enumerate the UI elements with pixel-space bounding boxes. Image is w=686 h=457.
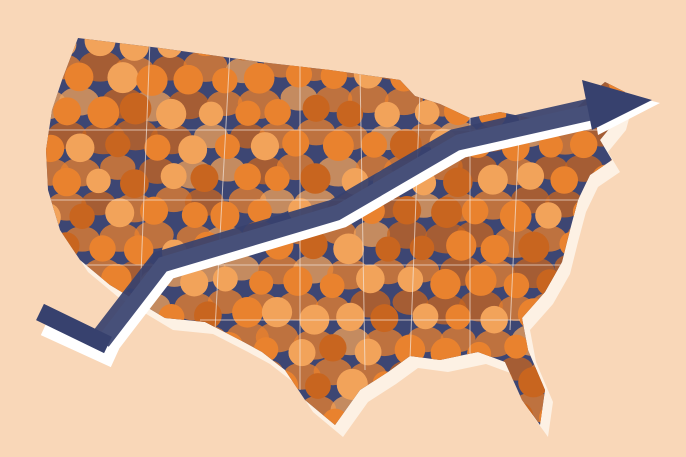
person-face: [250, 132, 280, 161]
person-face: [120, 169, 149, 198]
person-face: [370, 304, 399, 333]
state-border: [139, 39, 151, 301]
person-face: [445, 304, 471, 330]
person-face: [354, 338, 382, 366]
person-face: [283, 266, 313, 296]
person-face: [136, 64, 168, 96]
person-face: [322, 130, 354, 162]
person-face: [261, 296, 293, 328]
person-face: [46, 134, 65, 163]
person-face: [105, 198, 135, 228]
person-face: [107, 62, 139, 94]
person-face: [504, 334, 529, 359]
person-face: [503, 272, 530, 299]
person-face: [264, 166, 290, 192]
person-face: [247, 199, 272, 224]
person-face: [375, 236, 401, 262]
person-face: [123, 235, 154, 265]
person-face: [300, 163, 331, 194]
person-face: [87, 96, 120, 129]
person-face: [443, 167, 473, 198]
person-face: [333, 233, 364, 265]
person-face: [374, 101, 400, 128]
person-face: [190, 164, 219, 193]
state-border: [214, 49, 231, 331]
person-face: [518, 231, 550, 263]
state-border: [409, 89, 421, 361]
person-face: [178, 135, 208, 165]
person-face: [65, 133, 95, 163]
person-face: [144, 134, 171, 161]
person-face: [264, 98, 291, 126]
person-face: [550, 166, 579, 194]
person-face: [285, 61, 313, 88]
person-face: [397, 266, 424, 293]
person-face: [480, 234, 510, 264]
person-face: [156, 98, 187, 130]
person-face: [336, 100, 364, 128]
person-face: [210, 201, 240, 231]
person-face: [105, 131, 131, 158]
person-face: [243, 62, 275, 94]
person-face: [535, 202, 562, 229]
person-face: [477, 164, 508, 195]
person-face: [516, 162, 545, 190]
person-face: [336, 302, 365, 332]
person-face: [361, 131, 388, 158]
person-face: [319, 273, 345, 299]
person-face: [198, 101, 224, 126]
person-face: [569, 130, 598, 159]
person-face: [214, 134, 240, 160]
arrowhead: [582, 80, 652, 130]
person-face: [412, 303, 439, 330]
person-face: [232, 296, 263, 328]
person-face: [282, 129, 310, 157]
person-face: [119, 92, 152, 125]
trend-arrow-icon: [36, 80, 660, 368]
arrow-base-bar: [36, 303, 112, 354]
person-face: [319, 334, 347, 362]
person-face: [356, 264, 385, 294]
person-face: [160, 163, 187, 190]
person-face: [322, 408, 349, 425]
person-face: [461, 197, 489, 225]
person-face: [465, 264, 497, 296]
person-face: [288, 339, 316, 367]
person-face: [180, 268, 209, 297]
person-face: [53, 97, 82, 126]
person-face: [86, 168, 111, 194]
person-face: [69, 203, 95, 230]
person-face: [212, 266, 238, 292]
person-face: [181, 201, 208, 228]
person-face: [235, 100, 261, 126]
state-border: [509, 111, 521, 331]
arrow-line: [91, 94, 613, 347]
person-face: [392, 195, 422, 225]
person-face: [446, 230, 477, 261]
person-face: [89, 235, 116, 262]
person-face: [430, 268, 461, 300]
person-face: [249, 270, 274, 295]
person-face: [414, 100, 440, 125]
person-face: [305, 373, 331, 399]
person-face: [431, 196, 463, 228]
person-face: [409, 235, 435, 261]
person-face: [64, 62, 94, 92]
person-face: [52, 167, 82, 197]
person-face: [212, 67, 238, 94]
person-face: [173, 64, 204, 95]
person-face: [302, 94, 330, 122]
person-face: [538, 133, 563, 158]
person-face: [234, 163, 261, 191]
person-face: [139, 196, 169, 225]
